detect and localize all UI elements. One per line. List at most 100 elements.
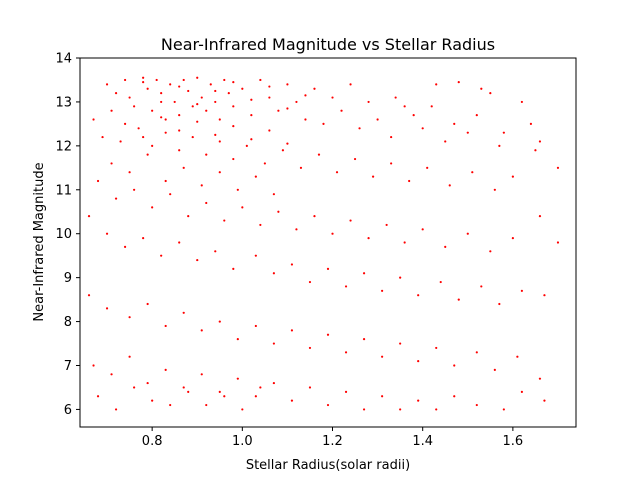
data-point	[295, 228, 298, 231]
data-point	[196, 103, 199, 106]
data-point	[205, 403, 208, 407]
data-point	[516, 355, 519, 358]
data-point	[114, 197, 118, 200]
data-point	[489, 250, 492, 253]
data-point	[538, 215, 542, 218]
data-point	[214, 133, 217, 136]
y-tick-label: 14	[55, 52, 72, 67]
data-point	[448, 184, 451, 187]
data-point	[128, 355, 131, 358]
data-point	[164, 131, 167, 134]
data-point	[182, 166, 185, 169]
data-point	[151, 109, 154, 112]
data-point	[114, 408, 118, 411]
data-point	[453, 122, 456, 125]
data-point	[105, 307, 109, 310]
data-point	[142, 81, 145, 84]
data-point	[344, 390, 348, 393]
data-point	[232, 105, 235, 108]
data-point	[214, 89, 217, 93]
data-point	[290, 399, 294, 402]
data-point	[218, 171, 221, 174]
data-point	[435, 83, 438, 86]
data-point	[196, 76, 199, 79]
data-point	[367, 237, 370, 240]
data-point	[358, 127, 361, 130]
data-point	[110, 162, 113, 165]
data-point	[164, 118, 167, 121]
data-point	[137, 127, 140, 130]
data-point	[128, 316, 131, 319]
data-point	[187, 215, 190, 218]
data-point	[160, 92, 163, 95]
data-point	[259, 223, 262, 227]
data-point	[403, 241, 406, 244]
x-tick-label: 1.4	[412, 434, 433, 449]
data-point	[254, 175, 257, 178]
data-point	[146, 153, 149, 156]
y-tick-label: 7	[64, 359, 72, 374]
data-point	[196, 258, 199, 262]
data-point	[142, 76, 145, 79]
data-point	[290, 329, 294, 332]
data-point	[128, 171, 131, 174]
data-point	[110, 373, 113, 376]
data-point	[169, 193, 172, 196]
data-point	[133, 188, 136, 191]
data-point	[295, 100, 298, 104]
data-point	[223, 395, 226, 398]
data-point	[453, 395, 456, 398]
data-point	[304, 118, 307, 121]
data-point	[214, 100, 217, 104]
data-point	[209, 83, 212, 86]
plot-frame	[79, 57, 577, 428]
data-point	[277, 210, 280, 213]
data-point	[498, 302, 501, 306]
data-point	[142, 237, 145, 240]
data-point	[381, 355, 384, 358]
data-point	[268, 96, 271, 99]
data-point	[218, 140, 221, 143]
chart-title: Near-Infrared Magnitude vs Stellar Radiu…	[161, 35, 495, 54]
data-point	[556, 241, 560, 244]
y-axis: 6 7 8 9 10 11 12 13 14	[55, 52, 80, 418]
data-point	[344, 351, 348, 354]
data-point	[268, 85, 271, 88]
data-point	[475, 351, 478, 354]
data-point	[299, 166, 303, 169]
data-point	[250, 114, 253, 117]
data-point	[241, 408, 244, 411]
data-point	[164, 368, 167, 371]
data-point	[471, 171, 474, 174]
x-axis: 0.8 1.0 1.2 1.4 1.6	[142, 427, 523, 449]
data-point	[399, 408, 402, 411]
data-point	[421, 127, 424, 130]
data-point	[475, 403, 478, 407]
data-point	[475, 114, 478, 117]
data-point	[182, 311, 185, 314]
data-point	[205, 109, 208, 112]
x-tick-label: 1.6	[503, 434, 524, 449]
data-point	[381, 395, 384, 398]
data-point	[200, 96, 203, 99]
data-point	[205, 201, 208, 205]
data-point	[466, 131, 469, 134]
data-point	[331, 232, 334, 235]
data-point	[236, 377, 239, 380]
data-point	[250, 138, 253, 141]
data-point	[326, 403, 330, 407]
data-point	[520, 100, 523, 104]
data-point	[200, 184, 203, 187]
y-tick-label: 11	[55, 183, 72, 198]
data-point	[218, 118, 221, 121]
data-point	[96, 179, 100, 183]
data-point	[119, 140, 122, 143]
data-point	[218, 320, 221, 323]
data-point	[101, 135, 104, 139]
data-point	[92, 364, 95, 367]
data-point	[87, 215, 91, 218]
data-point	[498, 144, 501, 147]
y-tick-label: 9	[64, 271, 72, 286]
data-point	[151, 144, 154, 147]
data-point	[187, 390, 190, 393]
